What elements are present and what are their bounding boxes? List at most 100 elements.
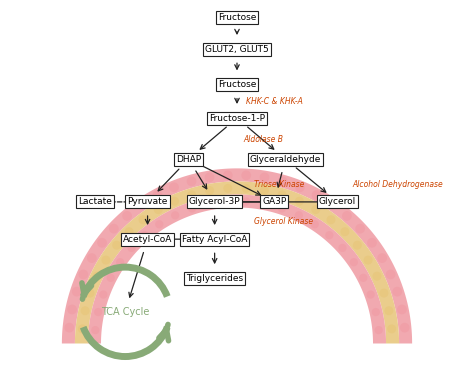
Polygon shape (75, 181, 399, 343)
Circle shape (338, 244, 346, 252)
Circle shape (138, 215, 147, 224)
Circle shape (223, 184, 232, 193)
Text: Fructose-1-P: Fructose-1-P (209, 114, 265, 123)
Circle shape (205, 172, 214, 182)
Circle shape (101, 255, 110, 264)
Circle shape (295, 197, 304, 206)
Circle shape (206, 200, 214, 208)
Circle shape (107, 274, 115, 282)
Circle shape (188, 204, 196, 212)
Polygon shape (88, 194, 386, 343)
Circle shape (72, 287, 82, 297)
Circle shape (356, 224, 365, 233)
Circle shape (384, 306, 393, 315)
Text: Aldolase B: Aldolase B (244, 135, 284, 144)
Text: Pyruvate: Pyruvate (128, 197, 168, 206)
Text: Triglycerides: Triglycerides (186, 274, 243, 283)
Circle shape (377, 253, 387, 263)
Circle shape (260, 172, 269, 182)
Circle shape (342, 211, 352, 221)
Circle shape (99, 291, 108, 299)
Text: TCA Cycle: TCA Cycle (101, 307, 149, 317)
Circle shape (359, 274, 367, 282)
Circle shape (278, 190, 287, 199)
Circle shape (224, 197, 232, 206)
Circle shape (128, 244, 136, 252)
Circle shape (140, 231, 149, 239)
Circle shape (400, 323, 410, 332)
Text: Fructose: Fructose (218, 13, 256, 22)
Text: Fructose: Fructose (218, 80, 256, 89)
Text: Alcohol Dehydrogenase: Alcohol Dehydrogenase (353, 180, 443, 188)
Circle shape (153, 190, 162, 200)
Circle shape (374, 326, 383, 334)
Circle shape (137, 200, 146, 209)
Circle shape (278, 177, 287, 186)
Circle shape (116, 258, 124, 266)
Circle shape (171, 211, 179, 220)
Text: GLUT2, GLUT5: GLUT2, GLUT5 (205, 45, 269, 53)
Circle shape (87, 253, 97, 263)
Text: KHK-C & KHK-A: KHK-C & KHK-A (246, 97, 303, 106)
Circle shape (79, 270, 88, 279)
Circle shape (187, 190, 196, 199)
Circle shape (295, 211, 303, 220)
Circle shape (242, 197, 250, 206)
Circle shape (372, 308, 380, 316)
Text: Glycerol Kinase: Glycerol Kinase (254, 217, 313, 226)
Circle shape (387, 324, 396, 333)
Circle shape (353, 241, 362, 250)
Circle shape (242, 184, 251, 193)
Text: Acetyl-CoA: Acetyl-CoA (123, 234, 172, 244)
Text: Glycerol-3P: Glycerol-3P (189, 197, 240, 206)
Circle shape (64, 323, 74, 332)
Circle shape (169, 183, 179, 192)
Circle shape (155, 220, 164, 229)
Text: DHAP: DHAP (176, 154, 201, 163)
Circle shape (312, 190, 321, 200)
Circle shape (260, 200, 268, 208)
Circle shape (241, 171, 251, 180)
Circle shape (86, 289, 94, 298)
Circle shape (205, 186, 214, 195)
Circle shape (327, 215, 336, 224)
Circle shape (112, 241, 121, 250)
Text: GA3P: GA3P (262, 197, 286, 206)
Circle shape (97, 238, 107, 248)
Circle shape (260, 186, 269, 195)
Circle shape (373, 272, 382, 280)
Circle shape (366, 291, 375, 299)
Circle shape (223, 171, 233, 180)
Text: Lactate: Lactate (79, 197, 112, 206)
Circle shape (350, 258, 358, 266)
Circle shape (311, 205, 320, 214)
Circle shape (392, 287, 402, 297)
Circle shape (170, 197, 179, 206)
Circle shape (91, 326, 100, 334)
Circle shape (94, 308, 102, 316)
Circle shape (92, 272, 101, 280)
Circle shape (295, 183, 305, 192)
Circle shape (109, 224, 118, 233)
Circle shape (78, 324, 87, 333)
Circle shape (380, 289, 388, 298)
Text: Glycerol: Glycerol (319, 197, 356, 206)
Circle shape (386, 270, 395, 279)
Circle shape (125, 227, 134, 236)
Circle shape (367, 238, 377, 248)
Circle shape (325, 231, 334, 239)
Circle shape (278, 204, 286, 212)
Circle shape (340, 227, 349, 236)
Circle shape (154, 205, 163, 214)
Polygon shape (62, 168, 412, 343)
Text: Glyceraldehyde: Glyceraldehyde (250, 154, 321, 163)
Circle shape (328, 200, 337, 209)
Circle shape (364, 255, 373, 264)
Circle shape (122, 211, 132, 221)
Circle shape (81, 306, 90, 315)
Circle shape (187, 177, 196, 186)
Text: Triose Kinase: Triose Kinase (254, 180, 304, 188)
Circle shape (397, 304, 407, 314)
Text: Fatty Acyl-CoA: Fatty Acyl-CoA (182, 234, 247, 244)
Circle shape (310, 220, 319, 229)
